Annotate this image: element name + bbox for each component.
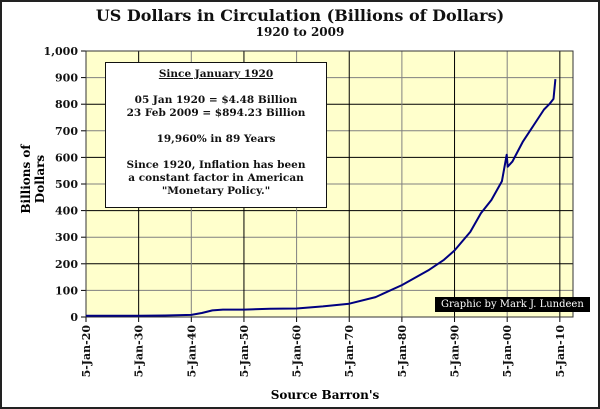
x-tick-label: 5-Jan-30 <box>133 325 146 378</box>
y-tick-label: 700 <box>55 125 78 138</box>
y-tick-label: 100 <box>55 284 78 297</box>
y-axis-label: Billions of Dollars <box>19 144 47 214</box>
series-line <box>85 79 557 317</box>
chart-subtitle: 1920 to 2009 <box>255 25 345 39</box>
y-tick-label: 600 <box>55 151 78 164</box>
info-heading: Since January 1920 <box>158 68 274 80</box>
x-tick-label: 5-Jan-60 <box>291 325 304 378</box>
y-tick-label: 900 <box>55 72 78 85</box>
credit-label: Graphic by Mark J. Lundeen <box>435 297 590 312</box>
y-tick-label: 300 <box>55 231 78 244</box>
info-line-end: 23 Feb 2009 = $894.23 Billion <box>126 107 306 119</box>
y-tick-label: 400 <box>55 205 78 218</box>
x-tick-label: 5-Jan-70 <box>343 325 356 378</box>
x-tick-label: 5-Jan-10 <box>554 325 567 378</box>
x-tick-label: 5-Jan-90 <box>449 325 462 378</box>
x-tick-label: 5-Jan-00 <box>501 325 514 378</box>
x-axis-label: Source Barron's <box>270 388 380 402</box>
x-tick-label: 5-Jan-50 <box>238 325 251 378</box>
y-tick-label: 800 <box>55 98 78 111</box>
x-tick-label: 5-Jan-80 <box>396 325 409 378</box>
x-tick-label: 5-Jan-20 <box>80 325 93 378</box>
chart-title: US Dollars in Circulation (Billions of D… <box>95 6 505 25</box>
x-tick-label: 5-Jan-40 <box>185 325 198 378</box>
info-line-note-3: "Monetary Policy." <box>161 185 271 197</box>
y-tick-label: 500 <box>55 178 78 191</box>
info-box: Since January 1920 05 Jan 1920 = $4.48 B… <box>105 62 327 208</box>
y-tick-label: 1,000 <box>44 45 79 58</box>
y-tick-label: 200 <box>55 258 78 271</box>
plot-border <box>85 50 574 318</box>
info-line-start: 05 Jan 1920 = $4.48 Billion <box>134 94 298 106</box>
y-tick-label: 0 <box>70 311 78 324</box>
info-line-growth: 19,960% in 89 Years <box>156 133 276 145</box>
info-line-note-2: a constant factor in American <box>128 172 304 184</box>
info-line-note-1: Since 1920, Inflation has been <box>126 159 306 171</box>
